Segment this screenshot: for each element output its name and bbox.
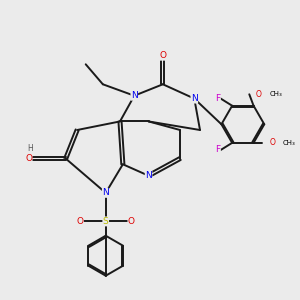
Text: O: O	[159, 51, 167, 60]
Text: N: N	[102, 188, 109, 197]
Text: CH₃: CH₃	[269, 91, 282, 97]
Text: O: O	[76, 217, 83, 226]
Text: N: N	[191, 94, 198, 103]
Text: O: O	[25, 154, 32, 163]
Text: H: H	[27, 144, 33, 153]
Text: S: S	[103, 217, 109, 226]
Text: N: N	[145, 171, 152, 180]
Text: O: O	[270, 138, 276, 147]
Text: F: F	[215, 94, 220, 103]
Text: CH₃: CH₃	[283, 140, 296, 146]
Text: O: O	[256, 90, 262, 99]
Text: F: F	[215, 146, 220, 154]
Text: N: N	[131, 91, 138, 100]
Text: O: O	[128, 217, 135, 226]
